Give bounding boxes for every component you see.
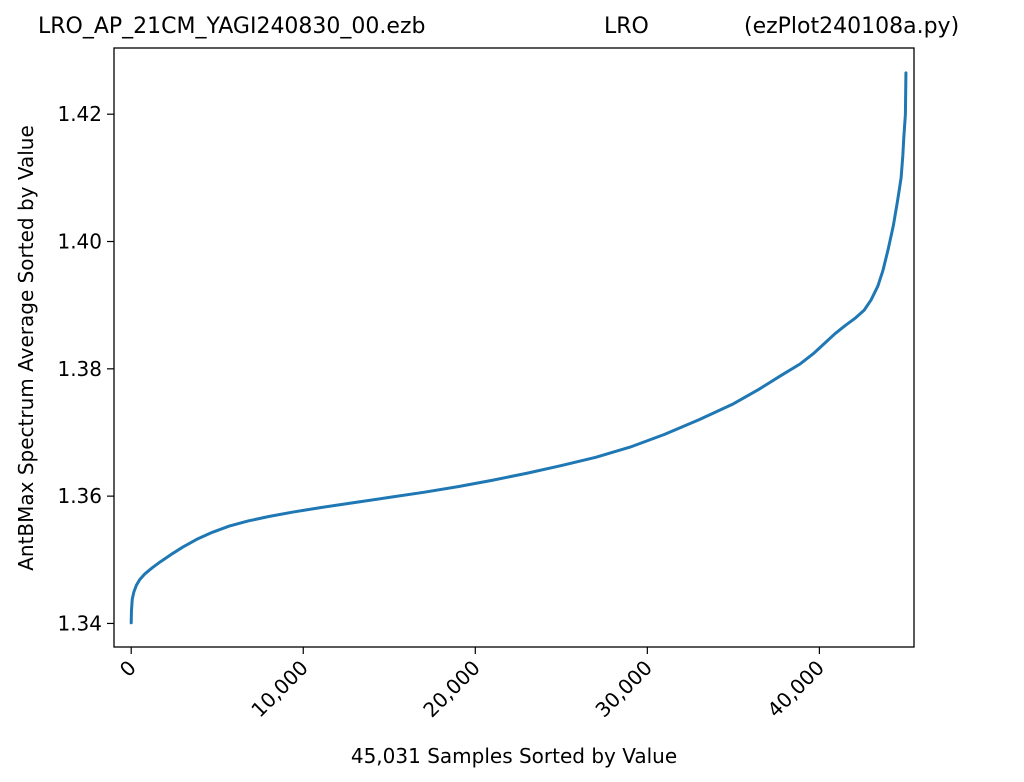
- y-axis-label: AntBMax Spectrum Average Sorted by Value: [14, 125, 38, 571]
- plot-area-frame: [113, 47, 915, 648]
- y-tick-label: 1.36: [57, 484, 102, 508]
- x-tick-label: 10,000: [246, 656, 312, 722]
- x-tick-label: 40,000: [762, 656, 828, 722]
- script-name-title: (ezPlot240108a.py): [744, 14, 960, 39]
- x-tick-label: 0: [115, 656, 141, 682]
- x-tick-label: 30,000: [590, 656, 656, 722]
- file-name-title: LRO_AP_21CM_YAGI240830_00.ezb: [38, 14, 426, 39]
- y-tick-label: 1.34: [57, 611, 102, 635]
- x-axis-ticks: 0 10,000 20,000 30,000 40,000: [115, 647, 829, 722]
- x-axis-label: 45,031 Samples Sorted by Value: [351, 744, 677, 768]
- y-tick-label: 1.38: [57, 357, 102, 381]
- x-tick-label: 20,000: [418, 656, 484, 722]
- y-axis-ticks: 1.34 1.36 1.38 1.40 1.42: [57, 102, 114, 635]
- series-line: [129, 71, 908, 625]
- site-title: LRO: [604, 14, 649, 39]
- y-tick-label: 1.40: [57, 230, 102, 254]
- y-tick-label: 1.42: [57, 102, 102, 126]
